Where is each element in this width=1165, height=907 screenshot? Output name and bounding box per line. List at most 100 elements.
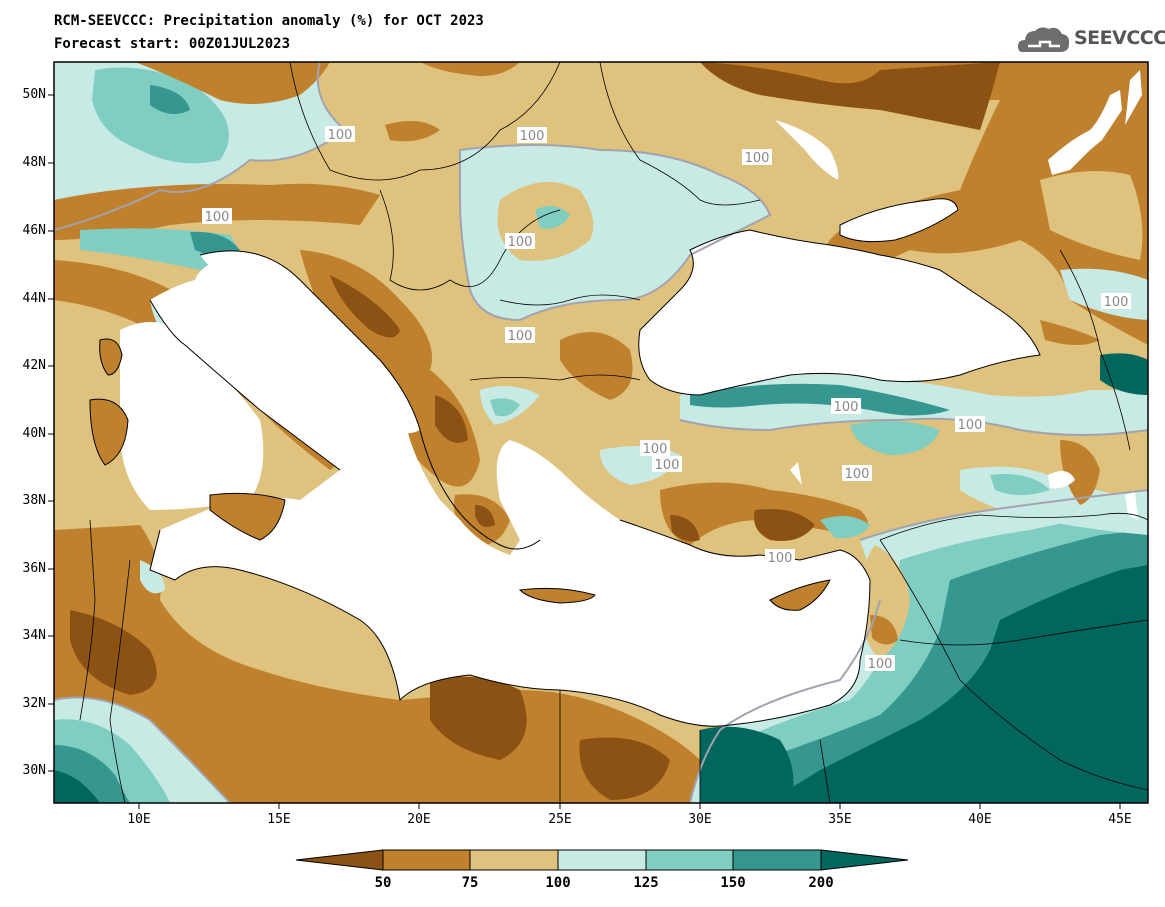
anomaly-area-dry: [1040, 171, 1143, 260]
svg-text:100: 100: [655, 458, 680, 473]
anomaly-area-dry: [870, 615, 898, 645]
sea-patch: [775, 120, 839, 180]
black-sea: [638, 230, 1040, 395]
cloud-icon: [1018, 27, 1070, 52]
lon-tick-label: 45E: [1108, 812, 1132, 827]
lon-tick-label: 15E: [267, 812, 291, 827]
contour-label: 100: [842, 465, 872, 482]
anomaly-area-wet: [150, 85, 190, 114]
colorbar-segment: [645, 849, 734, 871]
lat-tick-label: 30N: [22, 763, 46, 778]
colorbar-label: 100: [545, 875, 571, 891]
lat-tick-label: 34N: [22, 628, 46, 643]
anomaly-area-dry: [385, 121, 440, 142]
colorbar-segment: [732, 849, 822, 871]
country-border: [819, 739, 831, 803]
anomaly-area-dry: [560, 332, 633, 400]
svg-text:100: 100: [643, 442, 668, 457]
lon-tick-label: 25E: [548, 812, 572, 827]
forecast-start: Forecast start: 00Z01JUL2023: [54, 36, 291, 52]
anomaly-area-dry: [420, 62, 520, 77]
anomaly-area-wet: [92, 67, 229, 164]
coastline: [518, 587, 596, 604]
lat-tick-label: 32N: [22, 696, 46, 711]
sea-patch: [1125, 492, 1138, 520]
island-sicily: [210, 493, 285, 540]
anomaly-area-wet: [690, 383, 950, 416]
colorbar: [295, 849, 909, 871]
colorbar-segment: [469, 849, 559, 871]
contour-label: 100: [202, 208, 232, 225]
island-sardinia: [90, 399, 128, 465]
lat-tick-label: 46N: [22, 223, 46, 238]
lat-tick-label: 44N: [22, 291, 46, 306]
contour-label: 100: [865, 655, 895, 672]
lon-tick-label: 20E: [407, 812, 431, 827]
colorbar-label: 200: [808, 875, 834, 891]
svg-text:100: 100: [205, 210, 230, 225]
svg-text:100: 100: [768, 551, 793, 566]
colorbar-label: 75: [461, 875, 479, 891]
country-border: [1059, 249, 1131, 451]
svg-text:100: 100: [328, 128, 353, 143]
svg-text:100: 100: [845, 467, 870, 482]
colorbar-segment: [382, 849, 471, 871]
contour-line: [859, 489, 1148, 541]
coastline: [149, 299, 341, 471]
anomaly-area-dry: [330, 275, 400, 338]
contour-label: 100: [505, 233, 535, 250]
anomaly-area-dry: [1040, 320, 1100, 345]
contour-labels: 100 1001001001001001001001001001001001001…: [202, 126, 1131, 672]
anomaly-area-dry: [70, 610, 157, 695]
country-border: [879, 512, 1148, 541]
contour-line: [679, 417, 1148, 436]
colorbar-segment: [295, 849, 384, 871]
anomaly-area-dry: [435, 395, 468, 443]
anomaly-area-dry: [754, 509, 815, 541]
anomaly-area-wet: [535, 206, 570, 229]
colorbar-segment: [820, 849, 909, 871]
sea-patch: [790, 462, 802, 485]
anomaly-area-dry: [54, 525, 700, 803]
coastline: [149, 519, 871, 727]
anomaly-area-dry: [475, 505, 495, 528]
svg-text:100: 100: [508, 235, 533, 250]
coastline: [638, 229, 1041, 396]
contour-label: 100: [1101, 293, 1131, 310]
contour-label: 100: [640, 440, 670, 457]
contour-label: 100: [765, 549, 795, 566]
anomaly-area-wet: [700, 726, 794, 803]
svg-text:100: 100: [1104, 295, 1129, 310]
country-border: [469, 374, 641, 381]
anomaly-area-wet: [490, 398, 520, 417]
anomaly-area-dry: [1060, 440, 1100, 505]
anomaly-area-wet: [140, 560, 165, 594]
sea-patch: [1048, 90, 1122, 175]
anomaly-area-wet: [190, 231, 240, 256]
anomaly-area-wet: [820, 516, 870, 539]
lat-tick-label: 36N: [22, 561, 46, 576]
country-border: [109, 559, 131, 803]
map-frame: [53, 61, 1149, 804]
lat-tick-label: 48N: [22, 155, 46, 170]
map-title: RCM-SEEVCCC: Precipitation anomaly (%) f…: [54, 13, 484, 29]
anomaly-area-dry: [430, 676, 527, 760]
coastline: [769, 579, 831, 611]
sea-patch: [1125, 70, 1142, 125]
lon-tick-label: 35E: [828, 812, 852, 827]
logo-text: SEEVCCC: [1074, 27, 1165, 49]
sea-patch: [1048, 471, 1075, 489]
lon-tick-label: 40E: [968, 812, 992, 827]
colorbar-label: 125: [633, 875, 659, 891]
contour-line: [459, 144, 772, 322]
anomaly-area-dry: [579, 737, 670, 800]
contour-label: 100: [505, 327, 535, 344]
mediterranean-sea: [150, 254, 870, 727]
country-border: [289, 62, 561, 181]
anomaly-area-dry: [300, 250, 480, 487]
svg-text:100: 100: [834, 400, 859, 415]
colorbar-segment: [557, 849, 647, 871]
svg-text:100: 100: [958, 418, 983, 433]
anomaly-area-dry: [135, 62, 330, 104]
